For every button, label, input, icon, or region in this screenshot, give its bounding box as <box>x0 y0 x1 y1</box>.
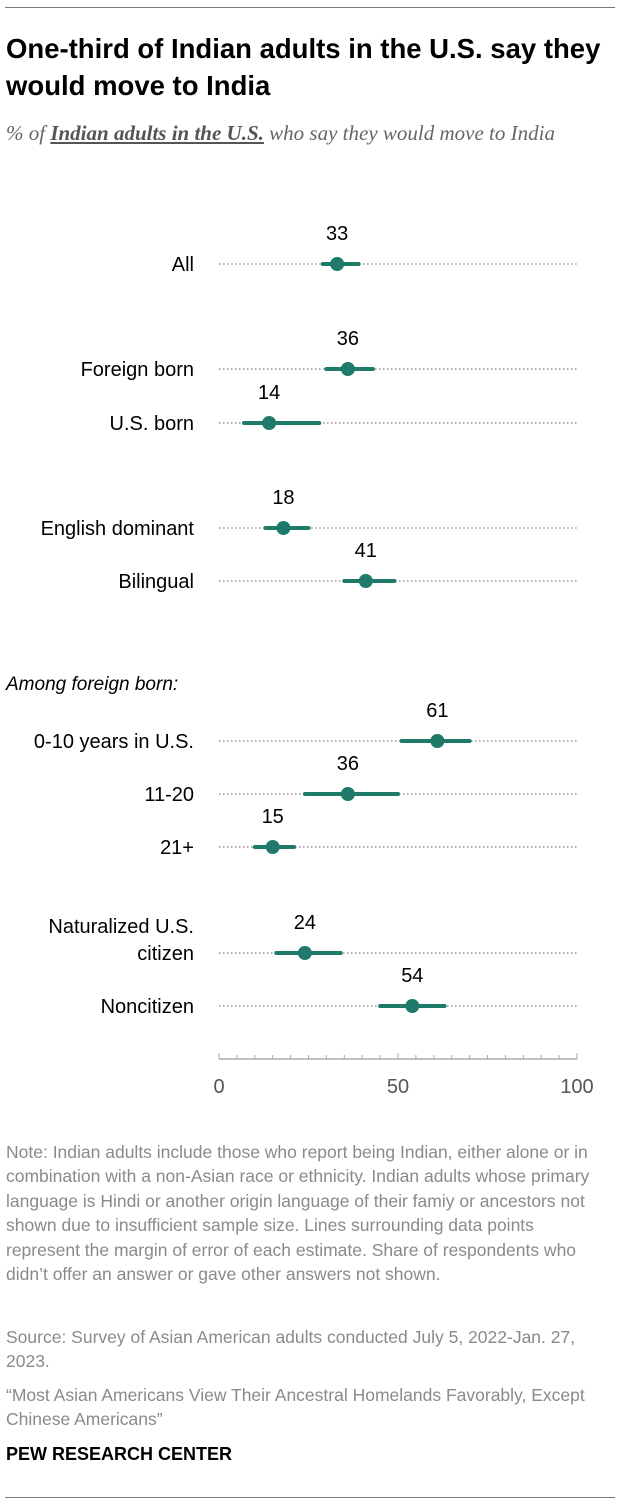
category-label: Bilingual <box>118 571 194 593</box>
category-label: English dominant <box>41 518 195 540</box>
value-label: 24 <box>294 912 316 934</box>
category-label: Noncitizen <box>101 996 194 1018</box>
value-label: 61 <box>426 700 448 722</box>
report-title: “Most Asian Americans View Their Ancestr… <box>6 1385 585 1430</box>
data-point <box>276 521 291 535</box>
category-label: Naturalized U.S. <box>48 916 194 938</box>
value-label: 36 <box>337 753 359 775</box>
value-label: 54 <box>401 965 423 987</box>
top-rule <box>5 7 615 8</box>
dot-row: Bilingual 41 <box>118 540 577 593</box>
value-label: 18 <box>272 487 294 509</box>
dot-row: U.S. born 14 <box>110 382 577 435</box>
value-label: 33 <box>326 223 348 245</box>
category-label: Foreign born <box>81 359 194 381</box>
category-label: 0-10 years in U.S. <box>34 731 194 753</box>
value-label: 14 <box>258 382 280 404</box>
data-point <box>405 999 420 1013</box>
category-label: 21+ <box>160 837 194 859</box>
x-axis: 0 50 100 <box>213 1053 594 1098</box>
x-tick-label: 0 <box>213 1076 224 1098</box>
chart-note: Note: Indian adults include those who re… <box>6 1142 590 1285</box>
x-tick-label: 50 <box>387 1076 409 1098</box>
dot-row: Noncitizen 54 <box>101 965 577 1018</box>
chart-subtitle: % of Indian adults in the U.S. who say t… <box>6 118 596 149</box>
category-label: citizen <box>137 943 194 965</box>
data-point <box>430 734 445 748</box>
value-label: 15 <box>262 806 284 828</box>
bottom-rule <box>5 1497 615 1498</box>
x-tick-label: 100 <box>560 1076 593 1098</box>
dot-row: 11-20 36 <box>144 753 577 806</box>
data-point <box>358 574 373 588</box>
chart-source: Source: Survey of Asian American adults … <box>6 1327 576 1372</box>
dot-row: 0-10 years in U.S. 61 <box>34 700 577 753</box>
category-label: U.S. born <box>110 413 194 435</box>
data-point <box>265 840 280 854</box>
dot-row: English dominant 18 <box>41 487 577 540</box>
data-point <box>340 362 355 376</box>
chart-title: One-third of Indian adults in the U.S. s… <box>6 33 601 101</box>
category-label: All <box>172 254 194 276</box>
subtitle-emphasis: Indian adults in the U.S. <box>50 121 264 145</box>
dot-row: All 33 <box>172 223 577 276</box>
value-label: 41 <box>355 540 377 562</box>
data-point <box>340 787 355 801</box>
subtitle-prefix: % of <box>6 121 51 145</box>
chart-rows: All 33 Foreign born 36 U.S. born 14 English do… <box>34 223 577 1018</box>
data-point <box>262 416 277 430</box>
data-point <box>297 946 312 960</box>
section-heading: Among foreign born: <box>5 674 178 695</box>
dot-plot: All 33 Foreign born 36 U.S. born 14 English do… <box>5 223 594 1098</box>
dot-row: 21+ 15 <box>160 806 577 859</box>
value-label: 36 <box>337 328 359 350</box>
dot-row: Foreign born 36 <box>81 328 577 381</box>
category-label: 11-20 <box>144 784 194 806</box>
dot-row: Naturalized U.S. citizen 24 <box>48 912 577 965</box>
org-logo-text: PEW RESEARCH CENTER <box>6 1444 233 1464</box>
subtitle-suffix: who say they would move to India <box>263 121 555 145</box>
data-point <box>330 257 345 271</box>
